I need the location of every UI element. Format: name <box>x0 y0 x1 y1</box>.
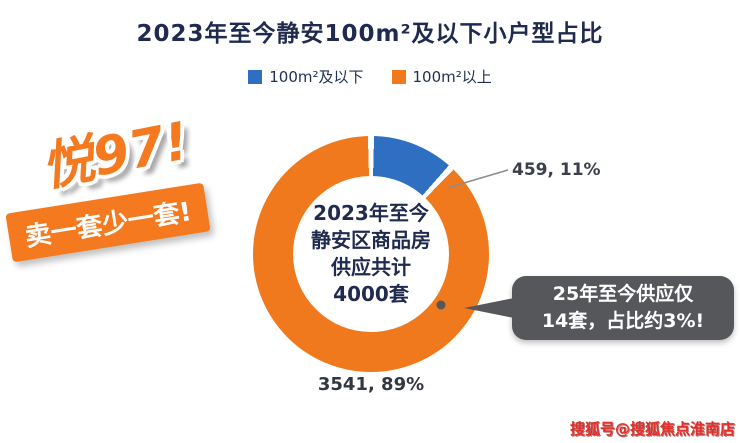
legend-swatch <box>248 69 263 84</box>
donut-center-text: 静安区商品房 <box>311 228 431 252</box>
watermark-text: 搜狐号@搜狐焦点淮南店 <box>569 420 735 438</box>
chart-title: 2023年至今静安100m²及以下小户型占比 <box>136 21 604 47</box>
data-label-blue: 459, 11% <box>512 160 601 180</box>
chart-legend: 100m²及以下 100m²以上 <box>0 66 740 87</box>
donut-center-text: 供应共计 <box>331 255 411 279</box>
donut-ring: 2023年至今 静安区商品房 供应共计 4000套 <box>253 136 489 372</box>
donut-center: 2023年至今 静安区商品房 供应共计 4000套 <box>293 176 449 332</box>
donut-center-text: 2023年至今 <box>313 201 429 225</box>
callout-line1: 25年至今供应仅 <box>552 283 694 305</box>
promo-sticker-slogan: 卖一套少一套! <box>5 182 211 263</box>
legend-label: 100m²以上 <box>412 68 492 86</box>
promo-sticker-yue97: 悦97! <box>36 111 194 199</box>
callout-line2: 14套，占比约3%! <box>541 310 705 332</box>
legend-item-under-100: 100m²及以下 <box>248 66 364 87</box>
legend-label: 100m²及以下 <box>269 68 364 86</box>
legend-swatch <box>391 69 406 84</box>
donut-center-text: 4000套 <box>333 282 409 306</box>
data-label-orange: 3541, 89% <box>317 374 425 395</box>
legend-item-over-100: 100m²以上 <box>391 66 492 87</box>
callout-bubble: 25年至今供应仅 14套，占比约3%! <box>464 276 734 340</box>
